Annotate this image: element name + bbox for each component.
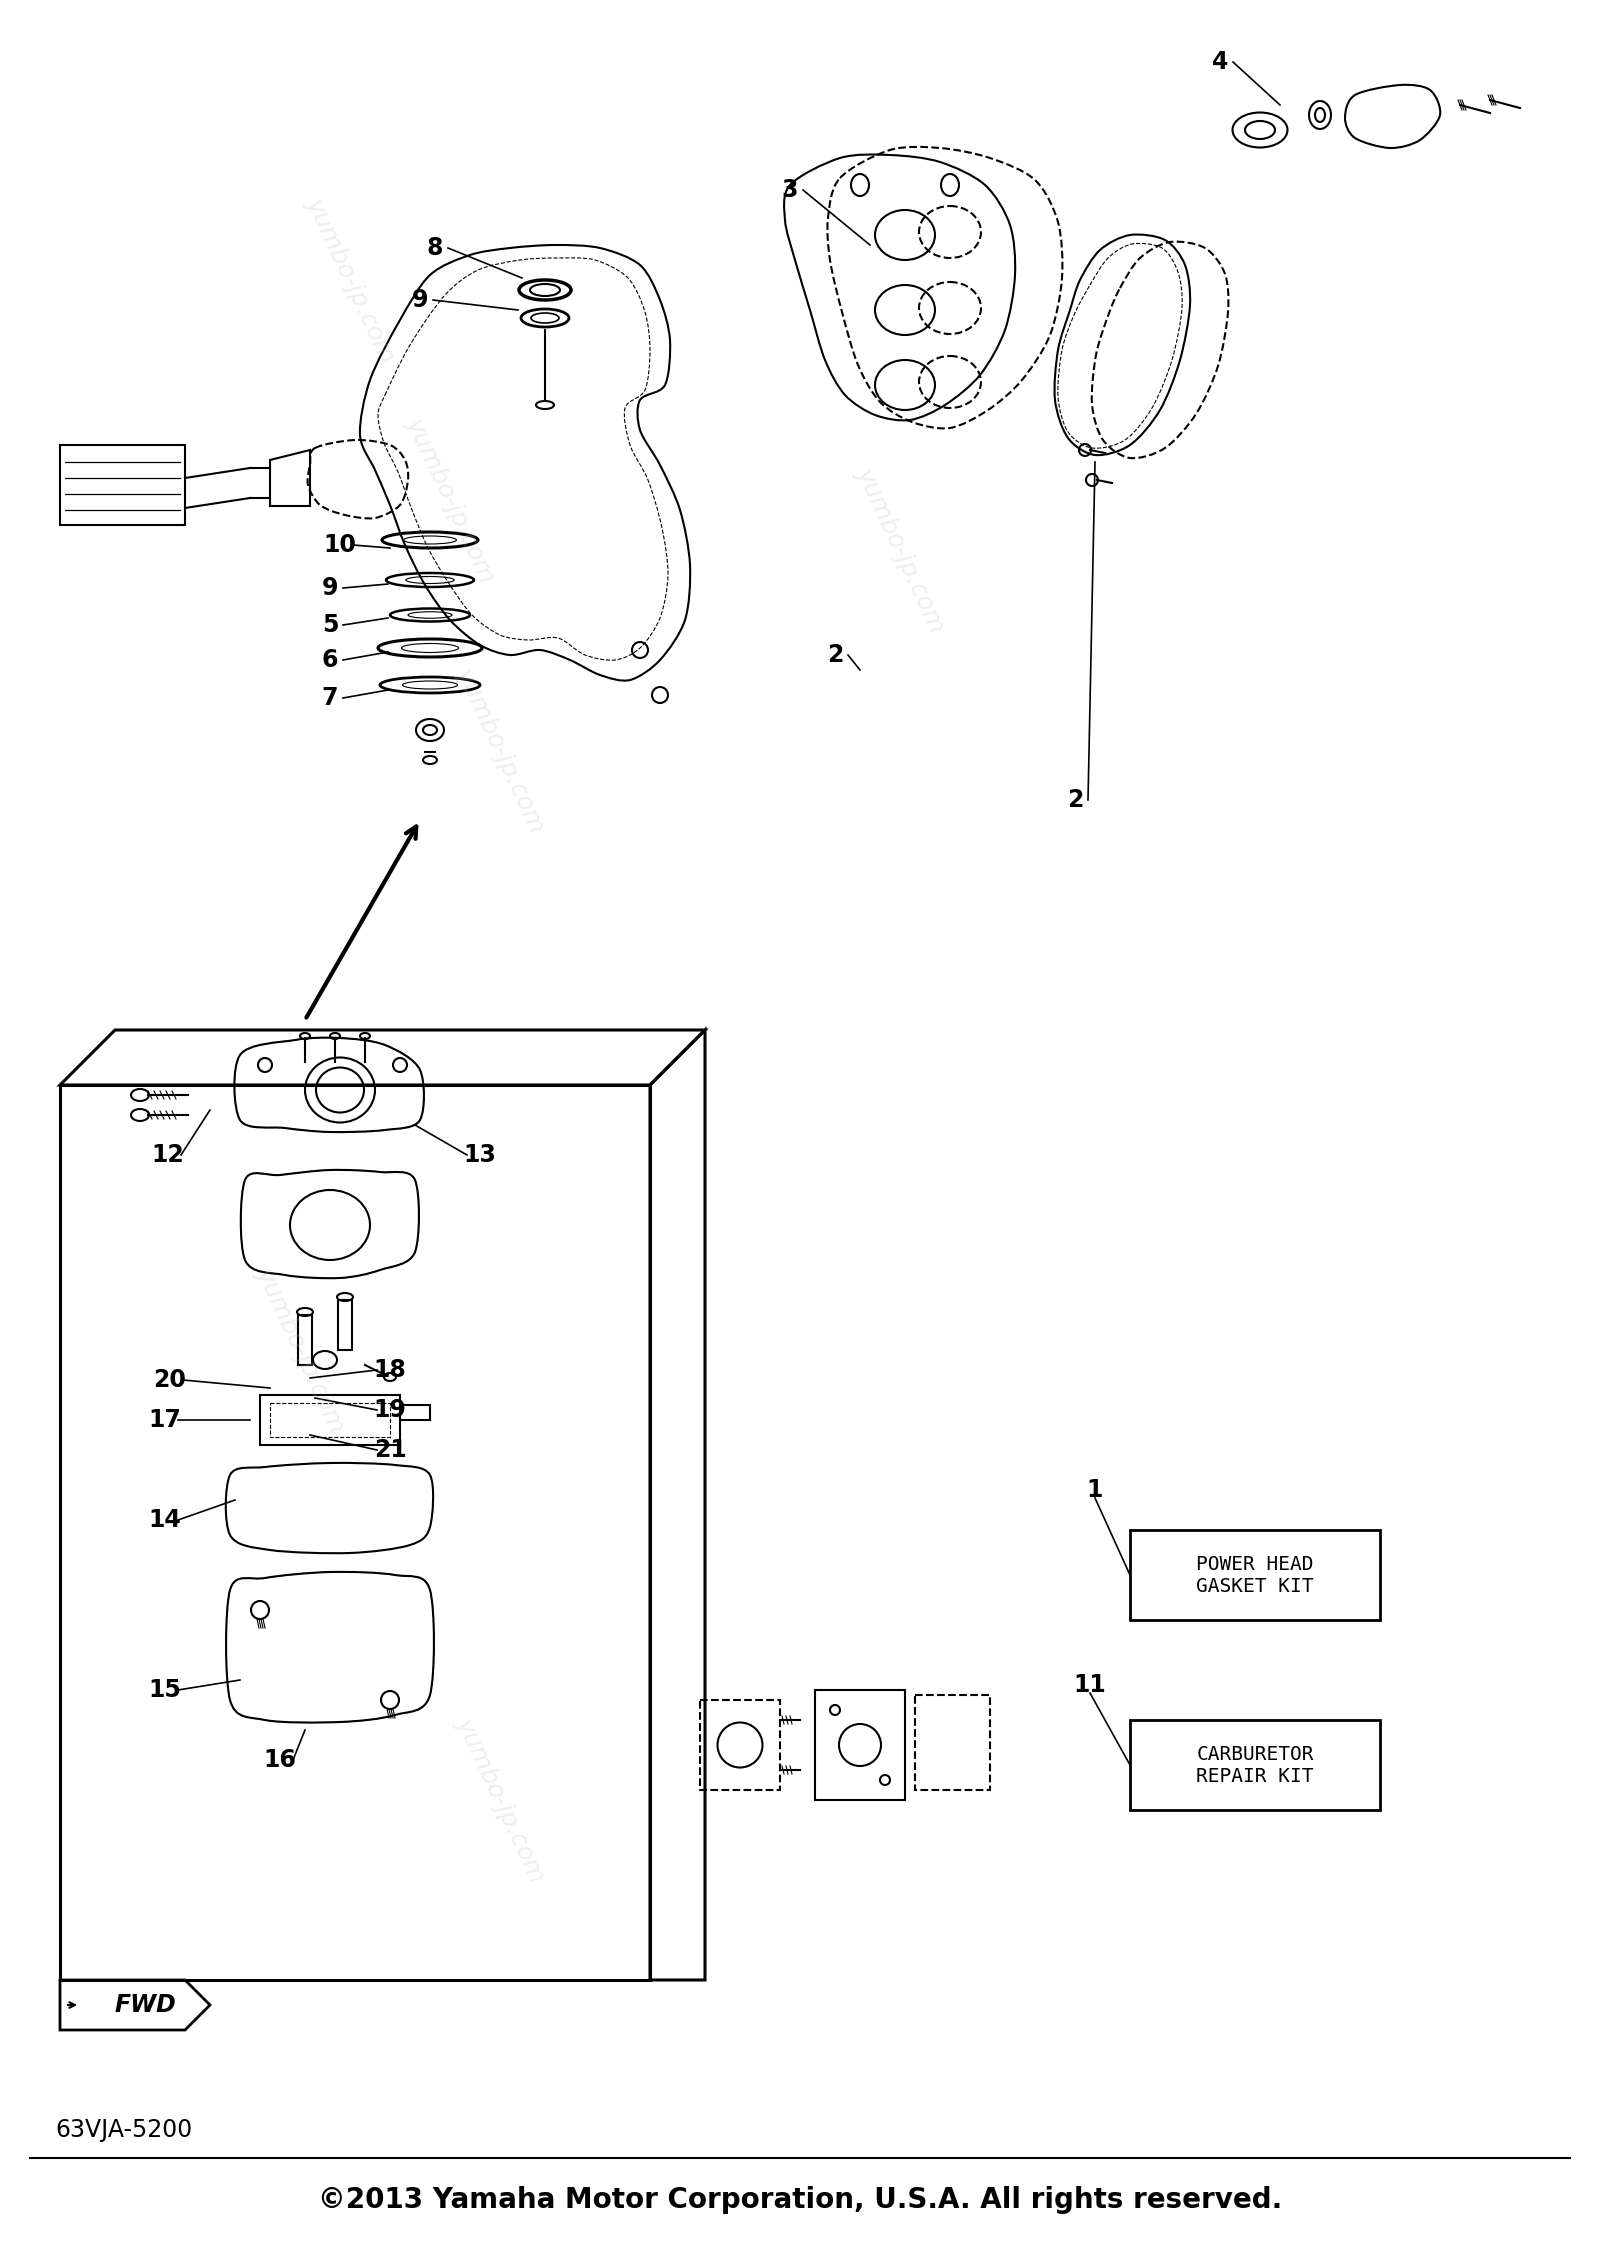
Text: 20: 20 — [154, 1368, 187, 1391]
Bar — [298, 1314, 312, 1364]
Text: 13: 13 — [464, 1144, 496, 1166]
Text: 15: 15 — [149, 1679, 181, 1701]
Text: CARBURETOR
REPAIR KIT: CARBURETOR REPAIR KIT — [1197, 1744, 1314, 1786]
Text: 6: 6 — [322, 647, 338, 672]
Text: 4: 4 — [1211, 49, 1229, 74]
Text: 9: 9 — [411, 288, 429, 312]
Text: 9: 9 — [322, 575, 338, 600]
Text: 11: 11 — [1074, 1674, 1106, 1696]
Bar — [270, 1402, 390, 1438]
Text: yumbo-jp.com: yumbo-jp.com — [451, 1714, 549, 1885]
Text: 5: 5 — [322, 613, 338, 636]
Text: yumbo-jp.com: yumbo-jp.com — [251, 1263, 349, 1436]
Text: 8: 8 — [427, 236, 443, 261]
Bar — [259, 1395, 400, 1445]
Text: yumbo-jp.com: yumbo-jp.com — [402, 413, 499, 586]
Bar — [400, 1404, 430, 1420]
Text: 1: 1 — [1086, 1479, 1102, 1501]
Text: 2: 2 — [827, 643, 843, 667]
Text: 7: 7 — [322, 685, 338, 710]
Text: 17: 17 — [149, 1409, 181, 1431]
Text: 2: 2 — [1067, 789, 1083, 811]
Text: 19: 19 — [373, 1398, 406, 1422]
Text: yumbo-jp.com: yumbo-jp.com — [451, 663, 549, 836]
Bar — [338, 1301, 352, 1350]
Text: yumbo-jp.com: yumbo-jp.com — [851, 463, 949, 636]
Text: 63VJA-5200: 63VJA-5200 — [54, 2119, 192, 2141]
Text: ©2013 Yamaha Motor Corporation, U.S.A. All rights reserved.: ©2013 Yamaha Motor Corporation, U.S.A. A… — [318, 2186, 1282, 2213]
Text: POWER HEAD
GASKET KIT: POWER HEAD GASKET KIT — [1197, 1555, 1314, 1595]
Bar — [61, 1085, 650, 1980]
Bar — [915, 1694, 990, 1791]
Text: yumbo-jp.com: yumbo-jp.com — [301, 193, 398, 366]
Text: 10: 10 — [323, 533, 357, 557]
Text: 16: 16 — [264, 1748, 296, 1773]
Bar — [1130, 1530, 1379, 1620]
Bar — [701, 1701, 781, 1791]
Text: 18: 18 — [373, 1357, 406, 1382]
Text: 14: 14 — [149, 1508, 181, 1532]
Text: 21: 21 — [374, 1438, 406, 1463]
Text: 12: 12 — [152, 1144, 184, 1166]
Text: FWD: FWD — [114, 1993, 176, 2018]
Bar — [1130, 1719, 1379, 1811]
Text: 3: 3 — [782, 178, 798, 202]
